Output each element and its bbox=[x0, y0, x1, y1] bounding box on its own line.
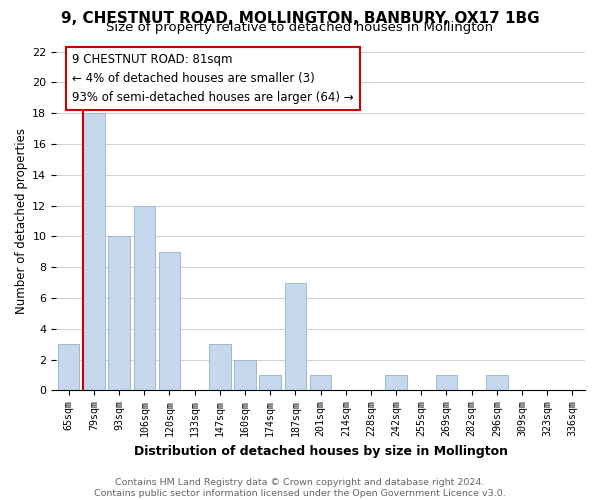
Bar bbox=[310, 375, 331, 390]
Bar bbox=[209, 344, 230, 391]
Bar bbox=[486, 375, 508, 390]
Text: Size of property relative to detached houses in Mollington: Size of property relative to detached ho… bbox=[106, 22, 494, 35]
Bar bbox=[58, 344, 79, 391]
Bar bbox=[235, 360, 256, 390]
Y-axis label: Number of detached properties: Number of detached properties bbox=[15, 128, 28, 314]
Text: Contains HM Land Registry data © Crown copyright and database right 2024.
Contai: Contains HM Land Registry data © Crown c… bbox=[94, 478, 506, 498]
Bar bbox=[134, 206, 155, 390]
Bar bbox=[259, 375, 281, 390]
Text: 9, CHESTNUT ROAD, MOLLINGTON, BANBURY, OX17 1BG: 9, CHESTNUT ROAD, MOLLINGTON, BANBURY, O… bbox=[61, 11, 539, 26]
Text: 9 CHESTNUT ROAD: 81sqm
← 4% of detached houses are smaller (3)
93% of semi-detac: 9 CHESTNUT ROAD: 81sqm ← 4% of detached … bbox=[72, 53, 353, 104]
Bar bbox=[159, 252, 180, 390]
X-axis label: Distribution of detached houses by size in Mollington: Distribution of detached houses by size … bbox=[134, 444, 508, 458]
Bar bbox=[83, 113, 104, 390]
Bar bbox=[436, 375, 457, 390]
Bar bbox=[284, 282, 306, 391]
Bar bbox=[385, 375, 407, 390]
Bar bbox=[109, 236, 130, 390]
